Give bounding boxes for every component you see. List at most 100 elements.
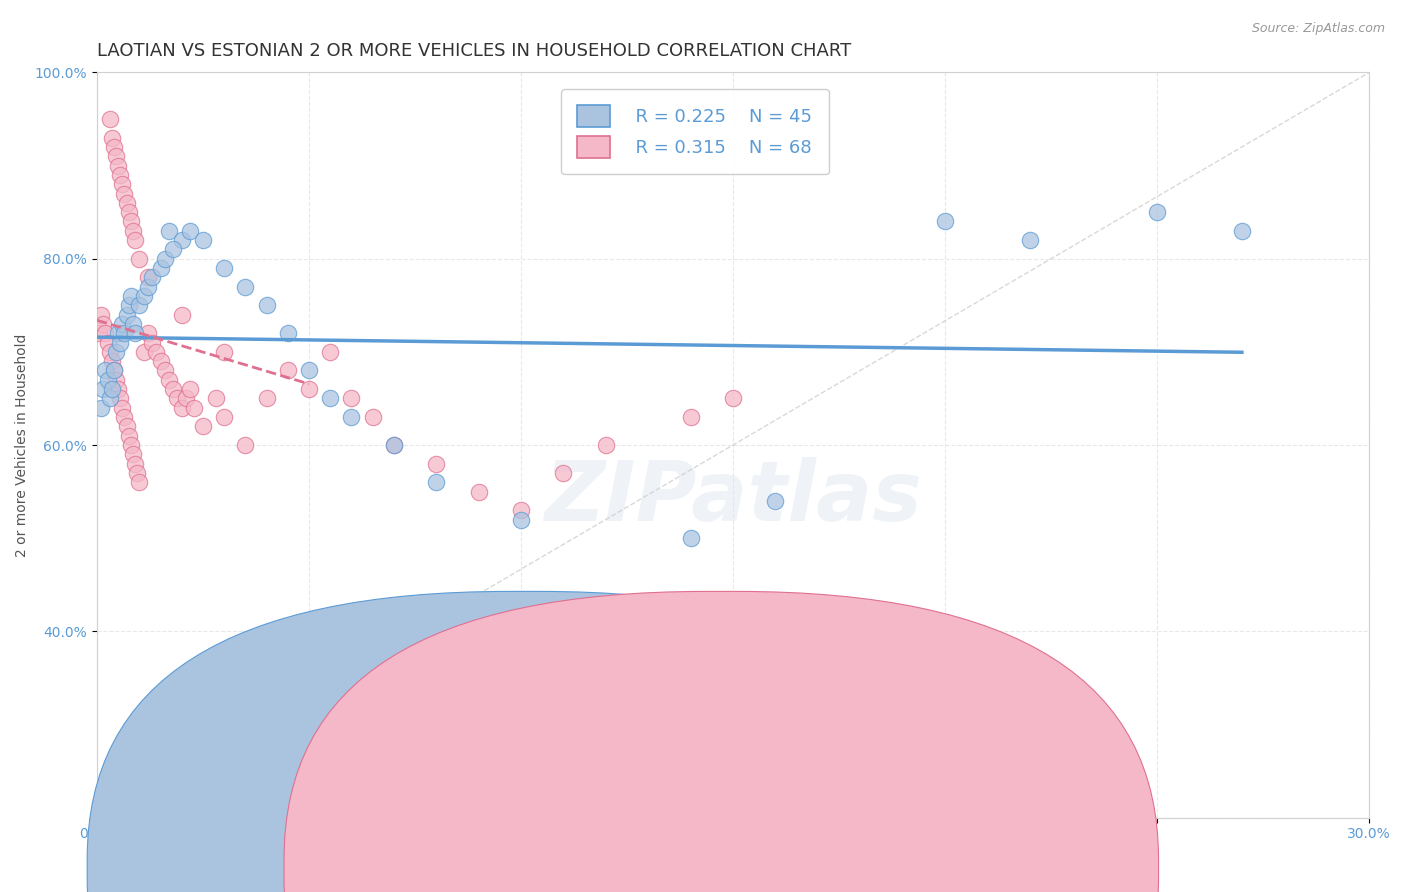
Point xyxy=(96,373,118,387)
Point xyxy=(118,205,141,219)
Text: Laotians: Laotians xyxy=(558,855,623,870)
Point xyxy=(141,335,163,350)
Point xyxy=(340,392,363,406)
Point xyxy=(120,214,142,228)
Point xyxy=(98,344,121,359)
Point xyxy=(91,382,114,396)
Point xyxy=(110,168,132,182)
Point xyxy=(510,512,533,526)
Point xyxy=(1018,233,1040,247)
Point xyxy=(1230,224,1253,238)
Point xyxy=(111,317,134,331)
Y-axis label: 2 or more Vehicles in Household: 2 or more Vehicles in Household xyxy=(15,334,30,557)
Point xyxy=(111,178,134,192)
Point xyxy=(136,270,159,285)
Point xyxy=(90,308,112,322)
Point xyxy=(136,326,159,341)
Point xyxy=(114,326,136,341)
Point xyxy=(94,363,117,377)
Point xyxy=(98,112,121,126)
Point xyxy=(90,401,112,415)
Point xyxy=(114,410,136,425)
Point xyxy=(94,326,117,341)
Point xyxy=(425,475,447,490)
Point xyxy=(100,130,122,145)
Point xyxy=(340,410,363,425)
Point xyxy=(136,279,159,293)
Point xyxy=(118,298,141,312)
Point xyxy=(122,317,145,331)
Text: LAOTIAN VS ESTONIAN 2 OR MORE VEHICLES IN HOUSEHOLD CORRELATION CHART: LAOTIAN VS ESTONIAN 2 OR MORE VEHICLES I… xyxy=(97,42,851,60)
Point xyxy=(256,392,278,406)
Point xyxy=(212,410,235,425)
Point xyxy=(233,279,256,293)
Point xyxy=(100,382,122,396)
Point xyxy=(319,344,342,359)
Point xyxy=(149,260,172,275)
Point xyxy=(107,382,129,396)
Point xyxy=(122,224,145,238)
Point xyxy=(212,260,235,275)
Point xyxy=(212,344,235,359)
Point xyxy=(124,457,146,471)
Point xyxy=(141,270,163,285)
Point xyxy=(104,373,127,387)
Point xyxy=(132,344,155,359)
Point xyxy=(132,289,155,303)
Point xyxy=(233,438,256,452)
Point xyxy=(679,410,702,425)
Point xyxy=(191,419,214,434)
Point xyxy=(382,438,405,452)
Point xyxy=(107,326,129,341)
Point xyxy=(149,354,172,368)
Point xyxy=(115,419,138,434)
Point xyxy=(277,326,299,341)
Point xyxy=(382,438,405,452)
Point xyxy=(103,363,125,377)
Point xyxy=(174,392,197,406)
Point xyxy=(510,503,533,517)
Point xyxy=(179,382,201,396)
Point xyxy=(153,252,176,266)
Point xyxy=(157,224,180,238)
Point xyxy=(103,140,125,154)
Point xyxy=(425,457,447,471)
Point xyxy=(87,326,110,341)
Point xyxy=(765,494,787,508)
Point xyxy=(166,392,188,406)
Point xyxy=(183,401,205,415)
Point xyxy=(157,373,180,387)
Point xyxy=(145,344,167,359)
Point xyxy=(204,392,226,406)
Point xyxy=(122,447,145,461)
Point xyxy=(104,149,127,163)
Point xyxy=(256,298,278,312)
Point xyxy=(595,671,617,685)
Point xyxy=(100,354,122,368)
Legend:   R = 0.225    N = 45,   R = 0.315    N = 68: R = 0.225 N = 45, R = 0.315 N = 68 xyxy=(561,89,828,175)
Point xyxy=(118,428,141,442)
Point xyxy=(277,363,299,377)
Point xyxy=(110,335,132,350)
Point xyxy=(170,233,193,247)
Point xyxy=(127,466,149,480)
Point xyxy=(128,475,150,490)
Text: Estonians: Estonians xyxy=(765,855,838,870)
Point xyxy=(162,243,184,257)
Point xyxy=(1146,205,1168,219)
Point xyxy=(679,531,702,545)
Point xyxy=(110,392,132,406)
Text: ZIPatlas: ZIPatlas xyxy=(544,457,922,538)
Point xyxy=(98,392,121,406)
Point xyxy=(361,410,384,425)
Point xyxy=(595,438,617,452)
Point xyxy=(319,392,342,406)
Point xyxy=(298,363,321,377)
Point xyxy=(114,186,136,201)
Point xyxy=(128,252,150,266)
Point xyxy=(104,344,127,359)
Point xyxy=(170,308,193,322)
Point xyxy=(115,308,138,322)
Text: Source: ZipAtlas.com: Source: ZipAtlas.com xyxy=(1251,22,1385,36)
Point xyxy=(934,214,956,228)
